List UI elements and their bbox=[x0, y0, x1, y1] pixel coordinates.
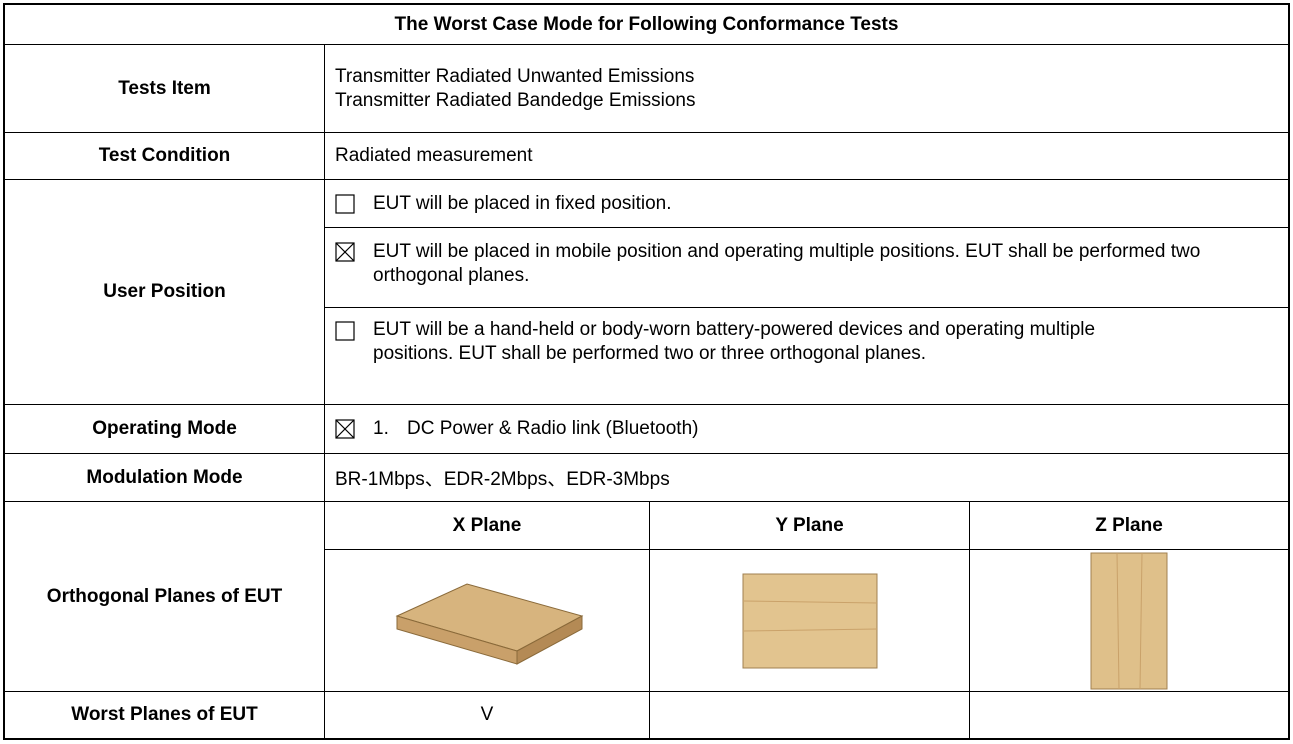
checkbox-box bbox=[335, 242, 355, 262]
row-label: Operating Mode bbox=[5, 405, 325, 454]
option-text: EUT will be a hand-held or body-worn bat… bbox=[373, 319, 1096, 364]
checkbox-box bbox=[335, 419, 355, 439]
cell: V bbox=[325, 692, 650, 738]
cell: Radiated measurement bbox=[325, 133, 1288, 180]
option: EUT will be a hand-held or body-worn bat… bbox=[325, 308, 1288, 405]
option: EUT will be placed in fixed position. bbox=[325, 180, 1288, 228]
cell: 1. DC Power & Radio link (Bluetooth) bbox=[325, 405, 1288, 454]
y-plane-box bbox=[742, 573, 877, 668]
checkbox bbox=[335, 321, 355, 341]
row-label: Modulation Mode bbox=[5, 454, 325, 502]
title: The Worst Case Mode for Following Confor… bbox=[5, 5, 1288, 45]
cell: Transmitter Radiated Unwanted Emissions … bbox=[325, 45, 1288, 133]
plane-header: X Plane bbox=[325, 502, 650, 550]
plane-image bbox=[650, 550, 970, 692]
checkbox-box bbox=[335, 193, 355, 214]
option-text: EUT will be placed in mobile position an… bbox=[373, 241, 1201, 286]
checkbox bbox=[335, 193, 355, 214]
plane-header: Z Plane bbox=[970, 502, 1288, 550]
text-line: Transmitter Radiated Bandedge Emissions bbox=[335, 89, 696, 111]
plane-header: Y Plane bbox=[650, 502, 970, 550]
option-text: EUT will be placed in fixed position. bbox=[373, 192, 672, 214]
cell bbox=[970, 692, 1288, 738]
row-label: Worst Planes of EUT bbox=[5, 692, 325, 738]
cell bbox=[650, 692, 970, 738]
row-label: Orthogonal Planes of EUT bbox=[5, 502, 325, 692]
checkbox bbox=[335, 242, 355, 262]
row-label: Tests Item bbox=[5, 45, 325, 133]
checkbox-cross bbox=[335, 242, 355, 262]
item-number: 1. bbox=[373, 418, 389, 439]
option: EUT will be placed in mobile position an… bbox=[325, 228, 1288, 308]
table: The Worst Case Mode for Following Confor… bbox=[3, 3, 1290, 740]
checkbox bbox=[335, 419, 355, 439]
checkbox-box bbox=[335, 321, 355, 341]
z-plane-box bbox=[1090, 552, 1168, 689]
item-text: DC Power & Radio link (Bluetooth) bbox=[407, 418, 699, 439]
text-line: Transmitter Radiated Unwanted Emissions bbox=[335, 65, 695, 87]
plane-image bbox=[325, 550, 650, 692]
x-plane-box bbox=[395, 582, 584, 665]
plane-image bbox=[970, 550, 1288, 692]
cell: BR-1Mbps、EDR-2Mbps、EDR-3Mbps bbox=[325, 454, 1288, 502]
checkbox-cross bbox=[335, 419, 355, 439]
row-label: Test Condition bbox=[5, 133, 325, 180]
row-label: User Position bbox=[5, 180, 325, 405]
